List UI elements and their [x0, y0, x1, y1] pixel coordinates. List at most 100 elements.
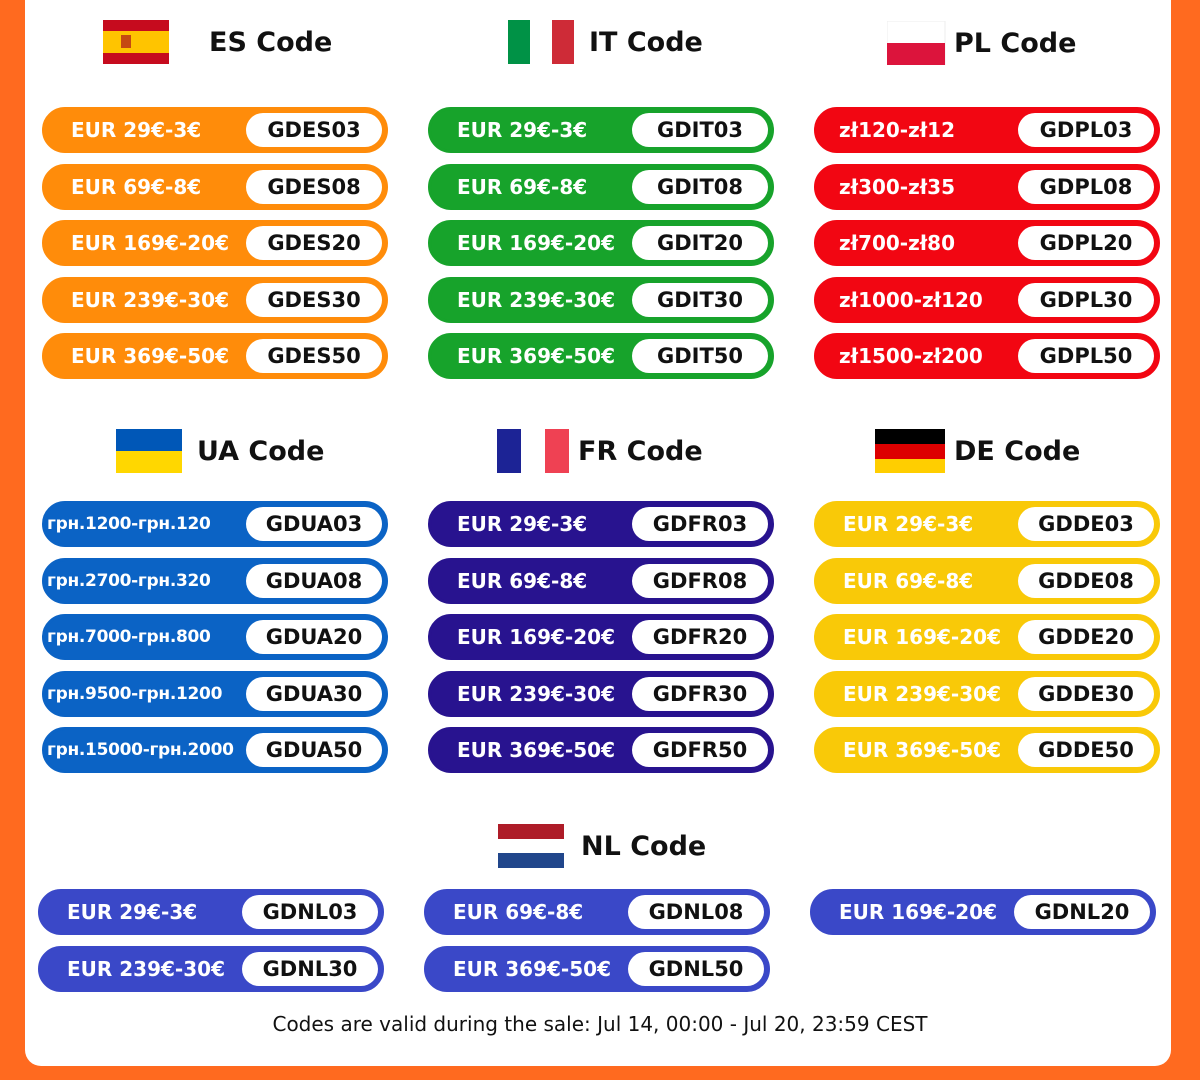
code-pill: EUR 69€-8€ GDIT08: [428, 163, 774, 210]
discount-text: EUR 29€-3€: [457, 512, 588, 536]
discount-text: EUR 69€-8€: [457, 568, 588, 593]
code-pill: EUR 169€-20€ GDES20: [42, 220, 388, 266]
code-pill: EUR 69€-8€ GDNL08: [424, 889, 770, 935]
code-pill: EUR 169€-20€ GDFR20: [428, 614, 774, 660]
discount-text: EUR 369€-50€: [71, 344, 229, 368]
promo-code: GDNL03: [242, 895, 378, 929]
promo-code: GDDE50: [1018, 733, 1154, 767]
discount-text: EUR 239€-30€: [457, 681, 615, 706]
code-pill: грн.15000-грн.2000 GDUA50: [42, 727, 388, 773]
discount-text: грн.1200-грн.120: [47, 514, 211, 534]
promo-code: GDDE03: [1018, 507, 1154, 541]
code-pill: EUR 239€-30€ GDES30: [42, 276, 388, 323]
code-pill: zł120-zł12 GDPL03: [814, 107, 1160, 153]
flag: [497, 429, 569, 473]
code-pill: EUR 239€-30€ GDFR30: [428, 670, 774, 717]
code-pill: zł1000-zł120 GDPL30: [814, 276, 1160, 323]
discount-text: EUR 169€-20€: [457, 625, 615, 649]
promo-code: GDDE30: [1018, 676, 1154, 711]
code-pill: EUR 29€-3€ GDDE03: [814, 501, 1160, 547]
promo-code: GDIT20: [632, 226, 768, 260]
code-pill: zł300-zł35 GDPL08: [814, 163, 1160, 210]
flag: [887, 21, 946, 65]
code-pill: EUR 369€-50€ GDIT50: [428, 333, 774, 379]
promo-code: GDIT50: [632, 339, 768, 373]
discount-text: EUR 239€-30€: [457, 287, 615, 312]
promo-code: GDDE20: [1018, 620, 1154, 654]
code-pill: EUR 69€-8€ GDDE08: [814, 557, 1160, 604]
code-pill: грн.1200-грн.120 GDUA03: [42, 501, 388, 547]
code-pill: EUR 239€-30€ GDDE30: [814, 670, 1160, 717]
promo-code: GDPL50: [1018, 339, 1154, 373]
code-pill: zł1500-zł200 GDPL50: [814, 333, 1160, 379]
code-pill: EUR 169€-20€ GDNL20: [810, 889, 1156, 935]
discount-text: грн.2700-грн.320: [47, 570, 211, 591]
discount-text: EUR 369€-50€: [457, 738, 615, 762]
discount-text: EUR 69€-8€: [71, 174, 202, 199]
discount-text: EUR 69€-8€: [457, 174, 588, 199]
code-pill: EUR 29€-3€ GDFR03: [428, 501, 774, 547]
code-pill: EUR 29€-3€ GDES03: [42, 107, 388, 153]
flag: [498, 824, 564, 868]
code-pill: EUR 369€-50€ GDDE50: [814, 727, 1160, 773]
discount-text: zł1500-zł200: [839, 344, 983, 368]
code-pill: EUR 239€-30€ GDIT30: [428, 276, 774, 323]
discount-text: EUR 169€-20€: [843, 625, 1001, 649]
discount-text: EUR 69€-8€: [453, 900, 584, 924]
code-pill: EUR 29€-3€ GDIT03: [428, 107, 774, 153]
promo-code: GDES50: [246, 339, 382, 373]
promo-code: GDNL08: [628, 895, 764, 929]
code-pill: EUR 169€-20€ GDIT20: [428, 220, 774, 266]
promo-code: GDFR50: [632, 733, 768, 767]
promo-code: GDUA03: [246, 507, 382, 541]
discount-text: EUR 169€-20€: [839, 900, 997, 924]
promo-code: GDES08: [246, 169, 382, 204]
section-title: PL Code: [954, 28, 1077, 59]
promo-code: GDFR30: [632, 676, 768, 711]
code-pill: EUR 369€-50€ GDFR50: [428, 727, 774, 773]
footer-note: Codes are valid during the sale: Jul 14,…: [272, 1012, 928, 1036]
discount-text: EUR 239€-30€: [67, 957, 225, 981]
discount-text: EUR 29€-3€: [67, 900, 198, 924]
promo-code: GDPL03: [1018, 113, 1154, 147]
flag: [875, 429, 945, 473]
code-pill: EUR 169€-20€ GDDE20: [814, 614, 1160, 660]
section-title: FR Code: [578, 436, 703, 467]
flag: [508, 20, 574, 64]
flag: [116, 429, 182, 473]
discount-text: zł1000-zł120: [839, 287, 983, 312]
promo-code: GDIT30: [632, 282, 768, 317]
discount-text: zł700-zł80: [839, 231, 956, 255]
section-title: DE Code: [954, 436, 1081, 467]
discount-text: EUR 369€-50€: [457, 344, 615, 368]
discount-text: EUR 239€-30€: [71, 287, 229, 312]
promo-code: GDES30: [246, 282, 382, 317]
discount-text: EUR 239€-30€: [843, 681, 1001, 706]
discount-text: EUR 29€-3€: [843, 512, 974, 536]
code-pill: zł700-zł80 GDPL20: [814, 220, 1160, 266]
promo-code: GDUA50: [246, 733, 382, 767]
section-title: IT Code: [589, 27, 703, 58]
discount-text: zł120-zł12: [839, 118, 956, 142]
code-pill: EUR 369€-50€ GDNL50: [424, 946, 770, 992]
promo-code: GDIT03: [632, 113, 768, 147]
promo-code: GDFR03: [632, 507, 768, 541]
discount-text: EUR 29€-3€: [71, 118, 202, 142]
promo-code: GDUA30: [246, 676, 382, 711]
promo-code: GDUA08: [246, 563, 382, 598]
section-title: NL Code: [581, 831, 707, 862]
discount-text: EUR 29€-3€: [457, 118, 588, 142]
promo-code: GDUA20: [246, 620, 382, 654]
promo-code: GDPL20: [1018, 226, 1154, 260]
code-pill: EUR 69€-8€ GDFR08: [428, 557, 774, 604]
discount-text: грн.9500-грн.1200: [47, 683, 223, 704]
promo-code: GDNL20: [1014, 895, 1150, 929]
discount-text: грн.7000-грн.800: [47, 627, 211, 647]
discount-text: zł300-zł35: [839, 174, 956, 199]
promo-code: GDIT08: [632, 169, 768, 204]
promo-code: GDFR20: [632, 620, 768, 654]
promo-code: GDDE08: [1018, 563, 1154, 598]
code-pill: EUR 29€-3€ GDNL03: [38, 889, 384, 935]
promo-code: GDES03: [246, 113, 382, 147]
